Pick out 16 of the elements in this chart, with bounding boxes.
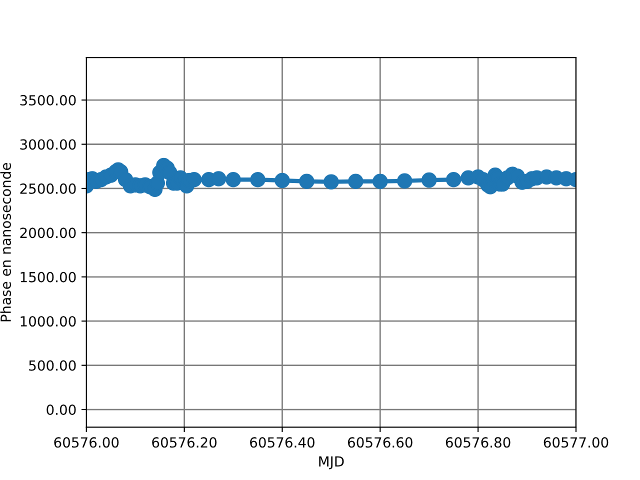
y-tick-label: 2500.00 (20, 183, 76, 194)
x-tick-label: 60576.60 (348, 437, 412, 448)
x-tick-label: 60577.00 (544, 437, 608, 448)
x-axis-title: MJD (319, 456, 344, 470)
x-tick-label: 60576.80 (446, 437, 510, 448)
y-tick-label: 0.00 (46, 404, 76, 415)
y-axis-title: Phase en nanoseconde (0, 162, 11, 322)
x-tick-label: 60576.00 (54, 437, 119, 448)
y-tick-label: 500.00 (29, 360, 76, 371)
y-tick-label: 1500.00 (20, 272, 76, 282)
y-tick-label: 2000.00 (20, 228, 76, 238)
x-tick-label: 60576.20 (152, 437, 217, 448)
x-tick-label: 60576.40 (250, 437, 314, 448)
y-tick-label: 3000.00 (20, 139, 76, 150)
y-tick-label: 3500.00 (20, 95, 76, 106)
y-tick-label: 1000.00 (20, 316, 76, 327)
